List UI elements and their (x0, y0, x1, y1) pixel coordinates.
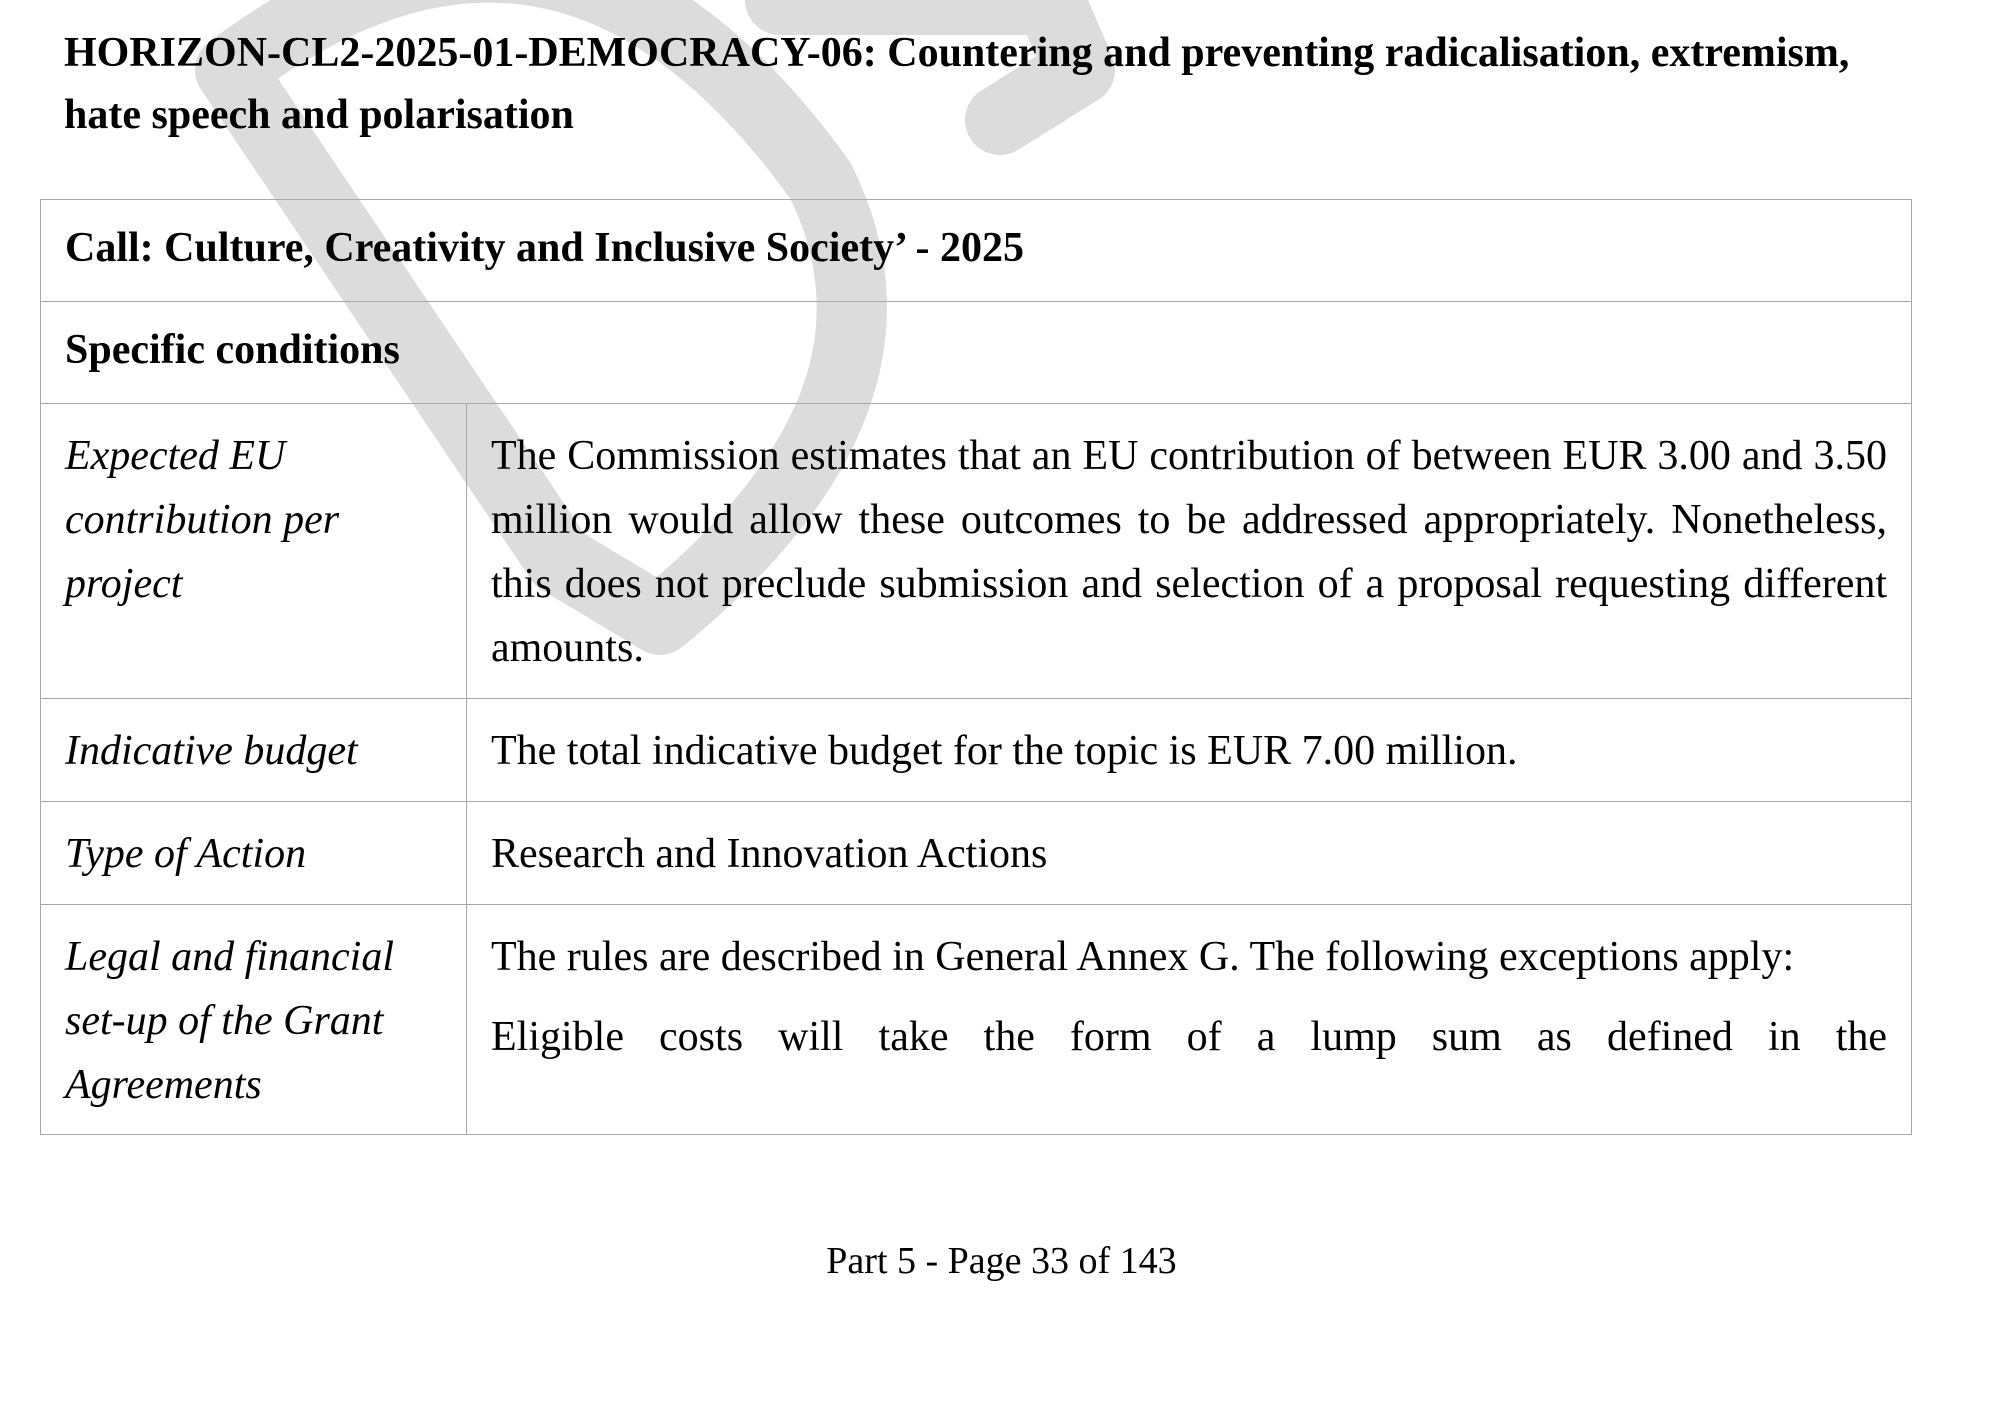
specific-conditions-label: Specific conditions (39, 301, 1913, 404)
table-row: Type of Action Research and Innovation A… (40, 801, 1913, 905)
table-row: Indicative budget The total indicative b… (40, 698, 1913, 802)
legal-setup-continued-paragraph: Eligible costs will take the form of a l… (491, 1014, 1888, 1060)
table-row: Expected EU contribution per project The… (40, 403, 1913, 699)
topic-conditions-table: Call: Culture, Creativity and Inclusive … (39, 199, 1913, 1135)
cell-content-clip: The rules are described in General Annex… (491, 925, 1887, 1115)
call-row: Call: Culture, Creativity and Inclusive … (39, 199, 1913, 302)
specific-conditions-row: Specific conditions (39, 301, 1913, 404)
row-label-expected-contribution: Expected EU contribution per project (40, 403, 467, 699)
row-value-type-of-action: Research and Innovation Actions (465, 801, 1913, 905)
row-value-indicative-budget: The total indicative budget for the topi… (465, 698, 1913, 802)
row-label-legal-financial-setup: Legal and financial set-up of the Grant … (40, 904, 467, 1135)
table-row: Legal and financial set-up of the Grant … (40, 904, 1913, 1135)
topic-heading: HORIZON-CL2-2025-01-DEMOCRACY-06: Counte… (64, 30, 1850, 138)
row-value-legal-financial-setup: The rules are described in General Annex… (465, 904, 1913, 1135)
row-value-expected-contribution: The Commission estimates that an EU cont… (465, 403, 1913, 699)
legal-setup-paragraph: The rules are described in General Annex… (491, 934, 1795, 980)
row-label-type-of-action: Type of Action (40, 801, 467, 905)
row-label-indicative-budget: Indicative budget (40, 698, 467, 802)
call-label: Call: Culture, Creativity and Inclusive … (39, 199, 1913, 302)
page-footer: Part 5 - Page 33 of 143 (826, 1240, 1177, 1282)
